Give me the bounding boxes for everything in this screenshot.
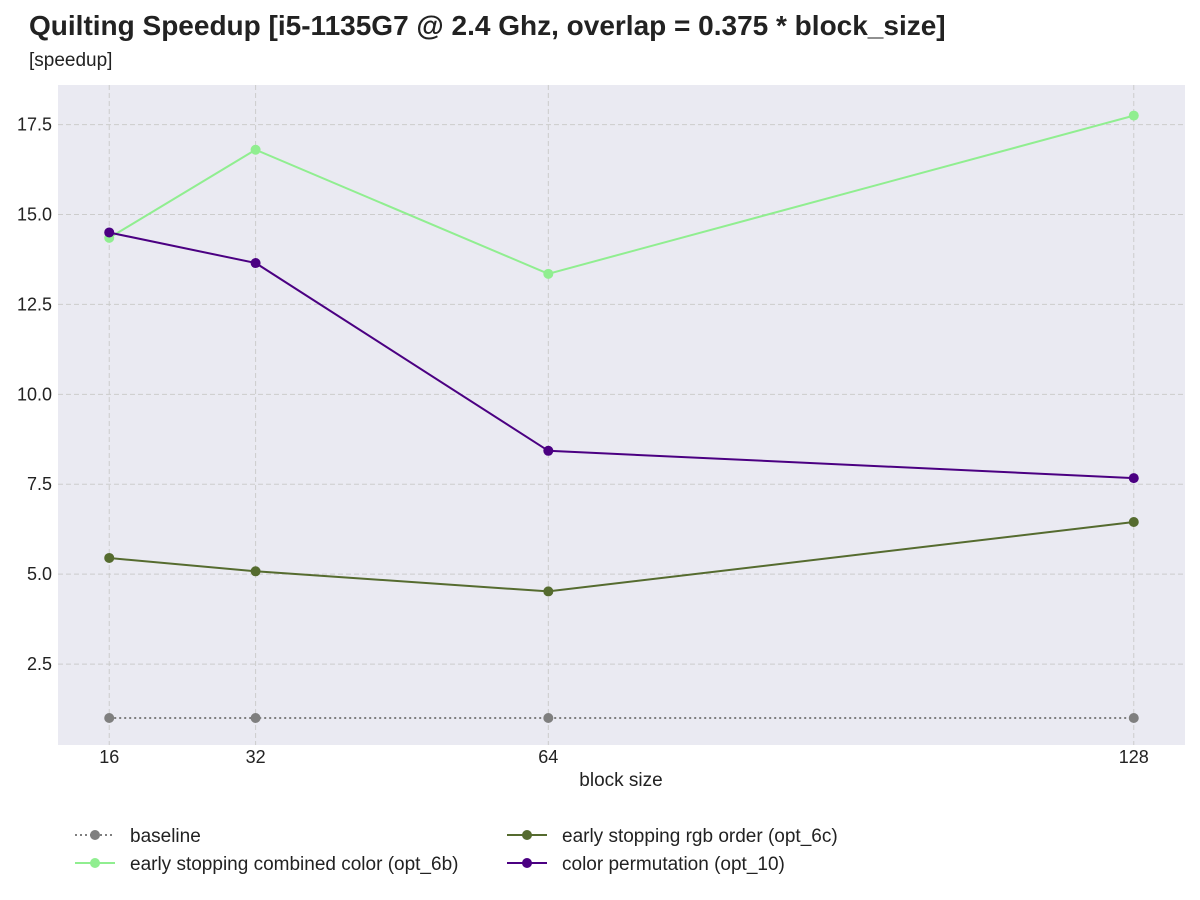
y-tick-label: 5.0 xyxy=(27,564,52,584)
series-group xyxy=(104,713,1139,724)
series-line xyxy=(108,114,1135,275)
legend-marker xyxy=(522,830,532,840)
series-group xyxy=(104,517,1139,597)
y-tick-label: 17.5 xyxy=(17,115,52,135)
x-tick-label: 64 xyxy=(538,747,558,767)
data-point xyxy=(250,566,261,577)
legend-item: baseline xyxy=(75,826,201,847)
data-point xyxy=(104,227,115,238)
data-point xyxy=(104,552,115,563)
data-point xyxy=(1128,473,1139,484)
y-tick-label: 10.0 xyxy=(17,384,52,404)
y-tick-label: 15.0 xyxy=(17,204,52,224)
plot-area xyxy=(58,85,1185,745)
data-point xyxy=(1128,517,1139,528)
data-point xyxy=(543,713,554,724)
legend-item: early stopping combined color (opt_6b) xyxy=(75,854,458,875)
legend-label: baseline xyxy=(130,826,201,847)
x-tick-label: 128 xyxy=(1119,747,1149,767)
data-point xyxy=(250,144,261,155)
data-point xyxy=(1128,110,1139,121)
data-point xyxy=(543,586,554,597)
x-tick-label: 16 xyxy=(99,747,119,767)
x-axis-label: block size xyxy=(579,770,662,791)
series-line xyxy=(108,231,1134,480)
data-point xyxy=(543,268,554,279)
y-axis-label: [speedup] xyxy=(29,50,113,71)
series-group xyxy=(104,227,1139,484)
data-point xyxy=(543,445,554,456)
x-tick-label: 32 xyxy=(246,747,266,767)
legend-label: color permutation (opt_10) xyxy=(562,854,785,875)
y-tick-label: 12.5 xyxy=(17,294,52,314)
y-tick-label: 7.5 xyxy=(27,474,52,494)
data-point xyxy=(250,258,261,269)
legend-marker xyxy=(522,858,532,868)
y-tick-label: 2.5 xyxy=(27,654,52,674)
legend-marker xyxy=(90,830,100,840)
data-point xyxy=(104,713,115,724)
legend-marker xyxy=(90,858,100,868)
data-point xyxy=(250,713,261,724)
legend-item: color permutation (opt_10) xyxy=(507,854,785,875)
chart-title: Quilting Speedup [i5-1135G7 @ 2.4 Ghz, o… xyxy=(29,10,946,41)
series-line xyxy=(109,521,1134,593)
legend-label: early stopping rgb order (opt_6c) xyxy=(562,826,838,847)
data-point xyxy=(1128,713,1139,724)
legend-label: early stopping combined color (opt_6b) xyxy=(130,854,458,875)
legend-item: early stopping rgb order (opt_6c) xyxy=(507,826,838,847)
